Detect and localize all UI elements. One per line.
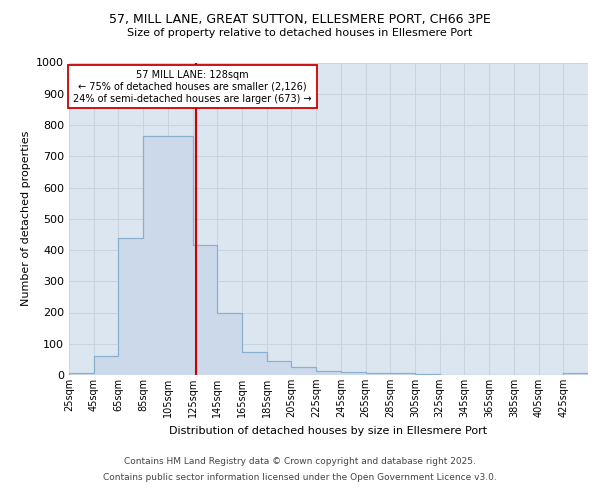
Text: 57, MILL LANE, GREAT SUTTON, ELLESMERE PORT, CH66 3PE: 57, MILL LANE, GREAT SUTTON, ELLESMERE P… (109, 12, 491, 26)
Text: 57 MILL LANE: 128sqm
← 75% of detached houses are smaller (2,126)
24% of semi-de: 57 MILL LANE: 128sqm ← 75% of detached h… (73, 70, 312, 104)
Y-axis label: Number of detached properties: Number of detached properties (20, 131, 31, 306)
Text: Size of property relative to detached houses in Ellesmere Port: Size of property relative to detached ho… (127, 28, 473, 38)
Text: Contains HM Land Registry data © Crown copyright and database right 2025.: Contains HM Land Registry data © Crown c… (124, 458, 476, 466)
X-axis label: Distribution of detached houses by size in Ellesmere Port: Distribution of detached houses by size … (169, 426, 488, 436)
Text: Contains public sector information licensed under the Open Government Licence v3: Contains public sector information licen… (103, 472, 497, 482)
